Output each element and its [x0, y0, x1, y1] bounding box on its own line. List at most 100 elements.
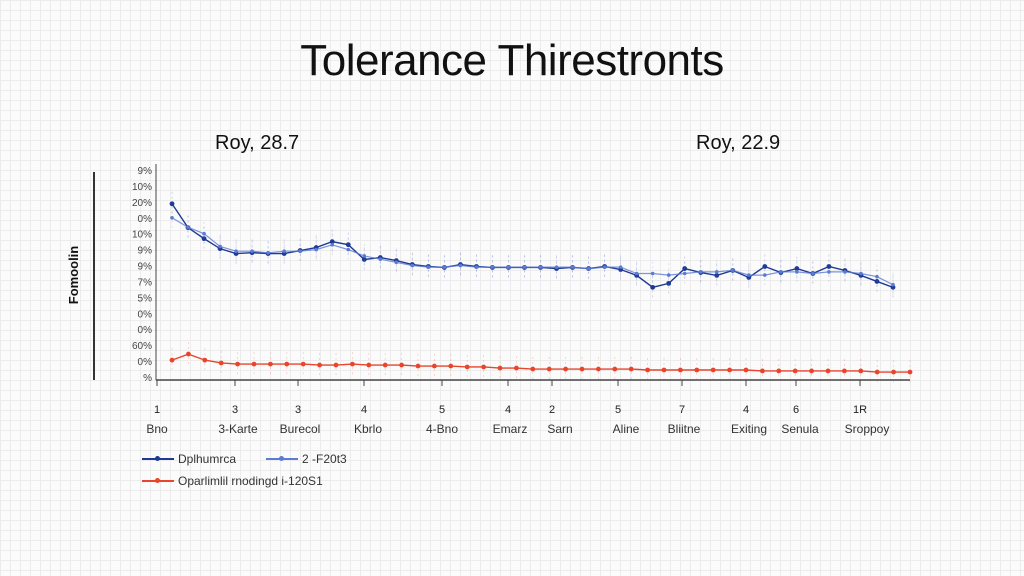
- data-point: [490, 265, 495, 269]
- data-point: [747, 273, 751, 277]
- data-point: [169, 357, 175, 363]
- data-point: [694, 367, 700, 373]
- data-point: [827, 270, 831, 274]
- data-point: [714, 270, 719, 274]
- subtitle-left: Roy, 28.7: [215, 132, 300, 154]
- legend-label-series-3: Oparlimlil rnodingd i-120S1: [178, 474, 323, 488]
- data-point: [378, 257, 383, 261]
- data-point: [570, 265, 575, 269]
- data-point: [554, 265, 559, 269]
- data-point: [481, 364, 486, 370]
- data-point: [579, 366, 585, 372]
- data-point: [762, 264, 768, 269]
- legend-swatch-series-2: [266, 456, 299, 461]
- data-point: [698, 270, 703, 274]
- x-tick-number: 5: [439, 404, 445, 416]
- data-point: [268, 361, 273, 367]
- y-tick-label: %: [143, 373, 152, 384]
- data-point: [891, 369, 896, 375]
- y-tick-label: 0%: [138, 214, 153, 225]
- data-point: [538, 265, 543, 269]
- data-point: [586, 266, 591, 271]
- data-point: [645, 367, 650, 373]
- data-point: [394, 260, 399, 265]
- data-point: [602, 265, 607, 269]
- legend: Dplhumrca 2 -F20t3 Oparlimlil rnodingd i…: [142, 448, 347, 492]
- data-point: [779, 270, 783, 274]
- y-tick-label: 20%: [132, 198, 152, 209]
- x-tick-number: 3: [232, 404, 238, 416]
- data-point: [859, 271, 863, 276]
- data-point: [345, 242, 351, 248]
- y-tick-label: 0%: [138, 325, 153, 336]
- x-tick-name: 4-Bno: [426, 422, 458, 436]
- data-point: [170, 215, 174, 220]
- data-point: [650, 284, 656, 290]
- data-point: [298, 249, 302, 254]
- data-point: [399, 362, 404, 368]
- data-point: [612, 366, 618, 372]
- data-point: [858, 368, 864, 374]
- y-tick-label: 9%: [138, 166, 153, 177]
- data-point: [776, 368, 782, 374]
- data-point: [522, 265, 527, 269]
- data-point: [186, 351, 191, 357]
- data-point: [563, 366, 568, 372]
- series-line-2: [171, 217, 894, 286]
- data-point: [218, 244, 222, 249]
- series-line-1: [171, 203, 894, 289]
- x-tick-name: Bliitne: [668, 422, 701, 436]
- data-point: [650, 271, 655, 276]
- data-point: [514, 365, 519, 371]
- data-point: [628, 366, 634, 372]
- x-tick-name: Bno: [146, 422, 168, 436]
- data-point: [727, 367, 732, 373]
- data-point: [874, 369, 880, 375]
- data-point: [792, 368, 798, 374]
- data-point: [546, 366, 552, 372]
- x-tick-number: 5: [615, 404, 621, 416]
- x-tick-name: Emarz: [493, 422, 528, 436]
- subtitle-right: Roy, 22.9: [696, 132, 781, 154]
- data-point: [448, 363, 454, 369]
- data-point: [362, 254, 367, 258]
- data-point: [350, 361, 355, 367]
- data-point: [251, 361, 257, 367]
- data-point: [843, 270, 847, 274]
- data-point: [202, 357, 208, 363]
- data-point: [795, 270, 799, 274]
- data-point: [907, 369, 913, 375]
- x-tick-number: 4: [505, 404, 511, 416]
- data-point: [186, 225, 190, 230]
- chart-title: Tolerance Thirestronts: [300, 36, 724, 85]
- y-tick-label: 0%: [138, 357, 153, 368]
- data-point: [714, 273, 720, 278]
- x-tick-name: Senula: [781, 422, 819, 436]
- data-point: [314, 247, 319, 252]
- x-tick-name: 3-Karte: [218, 422, 258, 436]
- y-tick-label: 9%: [138, 246, 153, 257]
- x-tick-number: 6: [793, 404, 799, 416]
- x-tick-name: Burecol: [280, 422, 321, 436]
- data-point: [329, 239, 335, 245]
- y-tick-label: 0%: [138, 309, 153, 320]
- data-point: [366, 362, 372, 368]
- x-tick-number: 2: [549, 404, 555, 416]
- data-point: [890, 284, 896, 290]
- data-point: [410, 263, 415, 268]
- data-point: [874, 279, 880, 284]
- data-point: [826, 264, 832, 269]
- legend-swatch-series-1: [142, 456, 174, 461]
- data-point: [506, 265, 511, 269]
- data-point: [234, 249, 238, 254]
- data-point: [442, 265, 447, 269]
- x-tick-name: Exiting: [731, 422, 767, 436]
- data-point: [743, 367, 749, 373]
- x-tick-number: 1: [154, 404, 160, 416]
- data-point: [634, 271, 639, 276]
- data-point: [666, 280, 672, 286]
- data-point: [464, 364, 470, 370]
- data-point: [763, 273, 767, 277]
- data-point: [202, 231, 206, 236]
